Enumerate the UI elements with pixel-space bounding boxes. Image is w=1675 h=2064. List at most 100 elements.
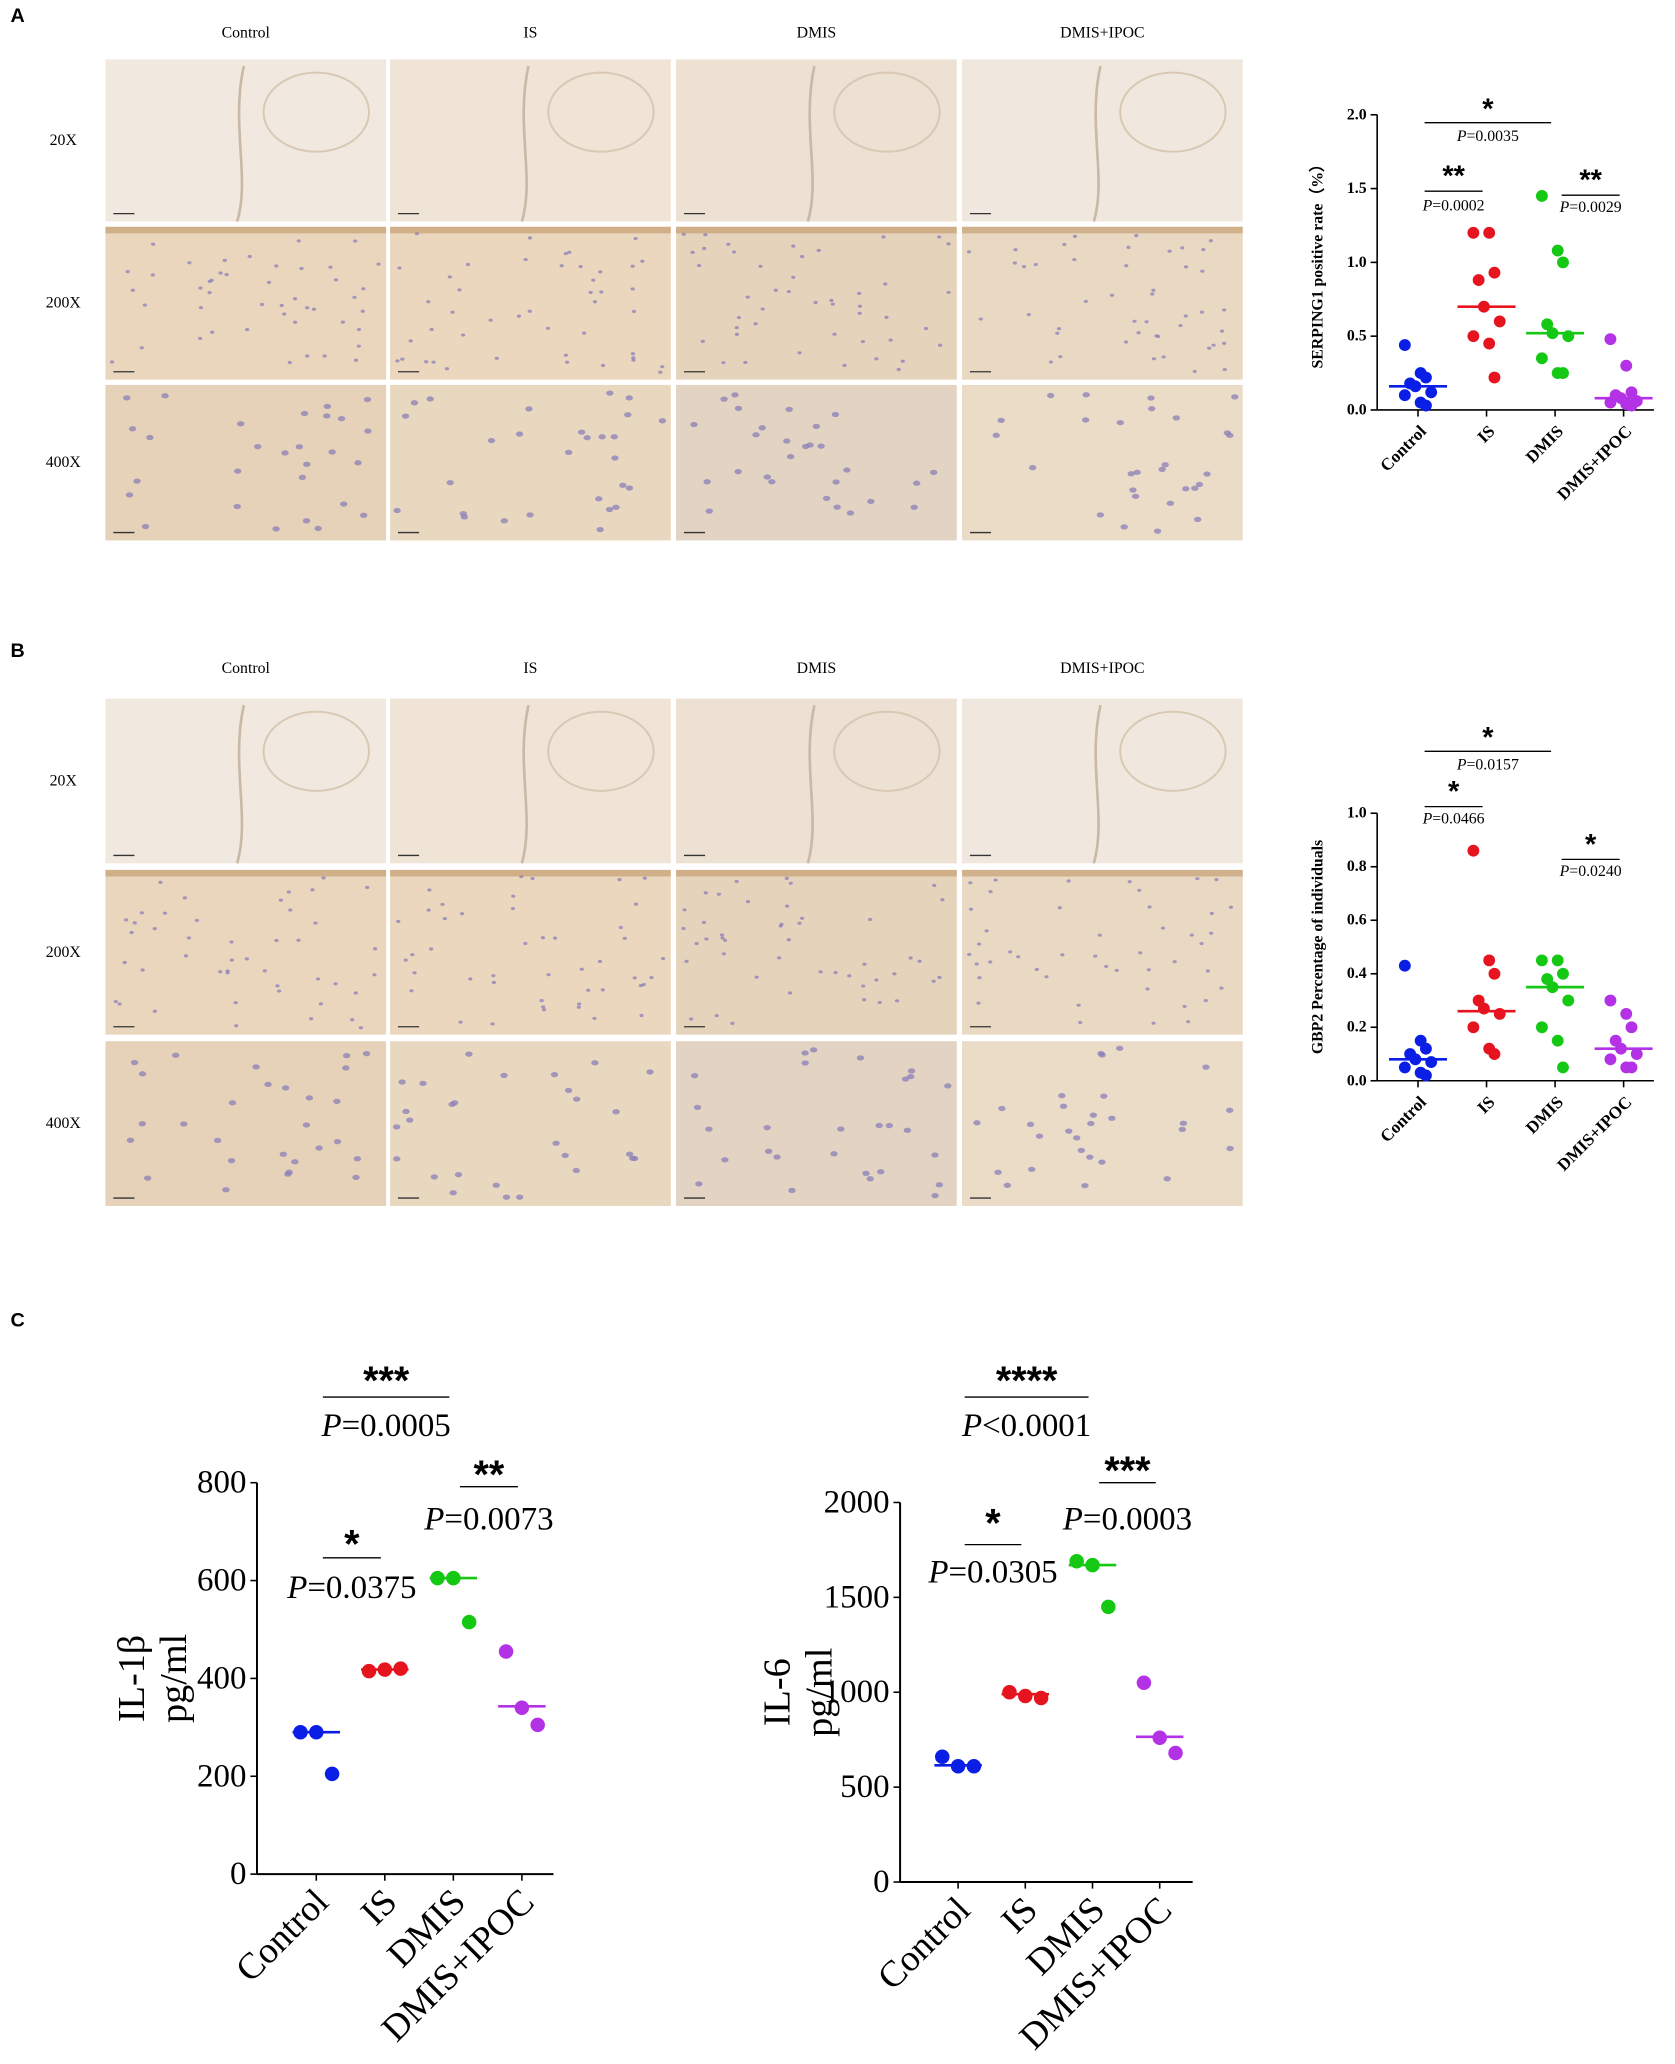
cell	[440, 902, 445, 907]
cell	[229, 940, 234, 944]
cell	[358, 1026, 364, 1030]
cell	[1161, 462, 1169, 468]
cell	[1178, 1126, 1187, 1132]
cell	[526, 512, 534, 518]
cell	[968, 881, 973, 885]
data-point	[1101, 1599, 1116, 1615]
cell	[546, 973, 551, 977]
cell	[618, 925, 623, 930]
cell	[822, 495, 831, 502]
cell	[862, 998, 867, 1002]
data-point	[1477, 300, 1490, 313]
cell	[946, 290, 951, 294]
cell	[1076, 1003, 1081, 1007]
cell	[695, 1181, 703, 1187]
cell	[684, 959, 689, 963]
y-tick-label: 500	[840, 1769, 889, 1805]
cell	[734, 326, 739, 330]
cell	[1086, 1154, 1094, 1160]
cell	[353, 1156, 362, 1162]
cell	[721, 952, 726, 956]
cell	[630, 264, 635, 268]
stain-band	[676, 869, 957, 877]
cell	[745, 295, 750, 299]
cell	[1222, 341, 1227, 345]
cell	[1077, 1147, 1086, 1154]
cell	[806, 442, 814, 448]
y-tick-label: 400	[197, 1660, 246, 1696]
cell	[625, 1151, 634, 1157]
cell	[1178, 323, 1183, 328]
cell	[491, 974, 496, 978]
cell	[1222, 308, 1227, 312]
cell	[527, 309, 532, 313]
cell	[690, 250, 695, 254]
micrograph	[390, 869, 671, 1035]
data-point	[1398, 389, 1411, 402]
cell	[1166, 500, 1175, 506]
data-point	[1419, 399, 1432, 412]
cell	[988, 960, 993, 964]
cell	[286, 890, 291, 894]
cell	[410, 953, 415, 957]
cell	[832, 332, 837, 336]
cell	[1153, 528, 1162, 534]
cell	[1028, 1166, 1036, 1172]
cell	[968, 907, 974, 911]
cell	[292, 297, 298, 301]
cell	[1180, 246, 1185, 250]
data-point	[393, 1661, 408, 1676]
cell	[1003, 1182, 1011, 1188]
cell	[340, 501, 348, 507]
data-point	[1625, 1061, 1638, 1074]
cell	[1116, 419, 1125, 426]
cell	[1161, 355, 1166, 359]
cell	[305, 306, 310, 310]
cell	[1059, 1103, 1068, 1109]
cell	[500, 1072, 508, 1079]
stain-band	[962, 226, 1243, 234]
cell	[372, 947, 378, 951]
cell	[583, 435, 591, 441]
cell	[552, 936, 558, 940]
cell	[1026, 1121, 1035, 1128]
cell	[352, 1174, 360, 1180]
cell	[690, 421, 698, 428]
cell	[516, 314, 522, 318]
y-tick-label: 0	[873, 1864, 889, 1900]
cell	[694, 942, 699, 946]
cell	[314, 525, 322, 532]
data-point	[1467, 1021, 1480, 1034]
cell	[430, 1174, 439, 1180]
cell	[1058, 1093, 1066, 1099]
cell	[274, 938, 279, 943]
cell	[262, 969, 267, 973]
cell	[931, 1152, 939, 1158]
cell	[133, 478, 141, 484]
cell	[356, 327, 362, 332]
column-label: DMIS	[797, 25, 837, 42]
cell	[784, 876, 789, 880]
cell	[830, 1151, 838, 1157]
panel-label: A	[11, 5, 25, 27]
micrograph	[390, 1041, 671, 1206]
cell	[130, 1059, 139, 1066]
cell	[222, 258, 227, 262]
cell	[758, 425, 766, 431]
cell	[874, 357, 879, 361]
data-point	[1002, 1684, 1017, 1700]
cell	[450, 1100, 459, 1106]
cell	[125, 270, 130, 274]
cell	[1219, 329, 1225, 333]
cell	[881, 235, 886, 239]
cell	[932, 883, 937, 888]
cell	[734, 405, 743, 411]
data-point	[1168, 1745, 1183, 1761]
data-point	[1551, 954, 1564, 967]
cell	[1136, 331, 1141, 335]
x-tick-label: IS	[352, 1881, 404, 1933]
cell	[123, 395, 131, 401]
cell	[564, 1087, 573, 1093]
cell	[353, 239, 358, 243]
